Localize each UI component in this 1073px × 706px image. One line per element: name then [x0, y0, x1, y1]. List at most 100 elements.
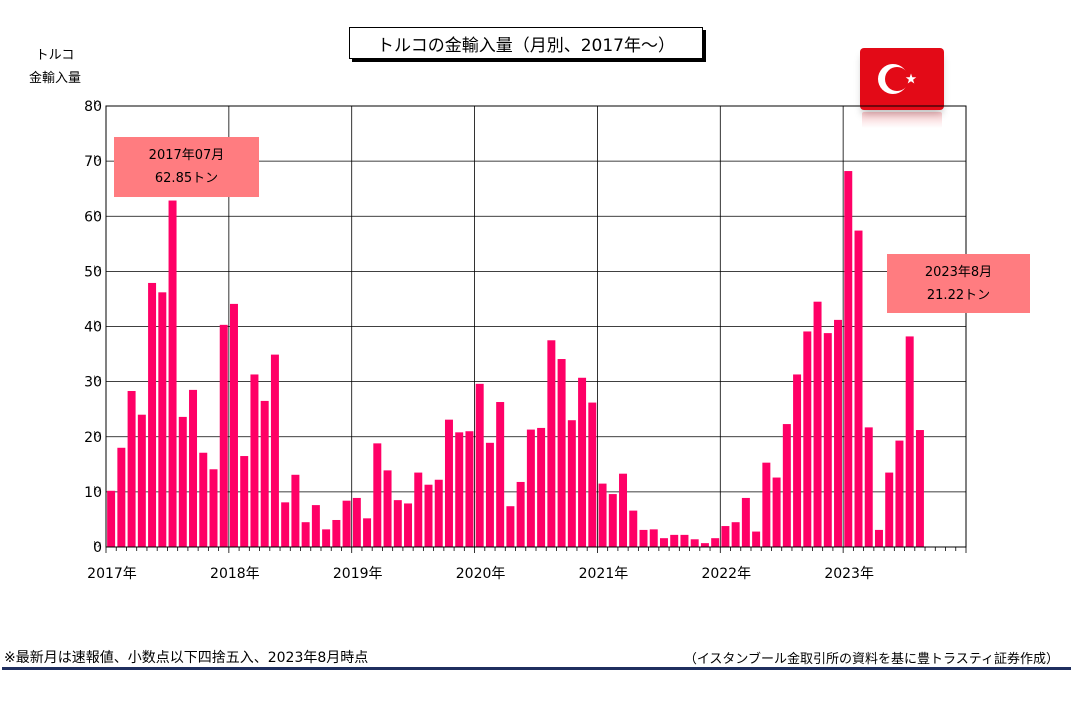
bar: [291, 474, 300, 547]
bar: [885, 472, 894, 547]
bar: [393, 500, 402, 547]
bar: [189, 389, 198, 547]
bar: [311, 505, 320, 547]
bar: [178, 416, 187, 547]
bar: [659, 538, 668, 547]
bar: [813, 301, 822, 547]
y-tick-label: 60: [84, 209, 102, 225]
bar: [516, 481, 525, 547]
y-tick-unit: ﾄﾝ: [93, 320, 101, 329]
bar: [793, 374, 802, 547]
bar: [270, 354, 279, 547]
bar: [752, 531, 761, 547]
bar: [168, 200, 177, 547]
bar: [148, 282, 157, 547]
bar: [578, 377, 587, 547]
y-tick-label: 40: [84, 320, 102, 336]
bar: [281, 502, 290, 547]
bar: [772, 477, 781, 547]
bar: [680, 534, 689, 547]
bar: [229, 303, 238, 547]
bar: [342, 500, 351, 547]
y-tick-unit: ﾄﾝ: [93, 264, 101, 273]
axes: 0ﾄﾝ10ﾄﾝ20ﾄﾝ30ﾄﾝ40ﾄﾝ50ﾄﾝ60ﾄﾝ70ﾄﾝ80ﾄﾝ2017年…: [84, 99, 967, 582]
bar: [322, 529, 331, 547]
bar: [209, 469, 218, 547]
footnote-source: （イスタンブール金取引所の資料を基に豊トラスティ証券作成）: [683, 652, 1059, 667]
bar: [158, 292, 167, 547]
y-tick-unit: ﾄﾝ: [93, 99, 101, 108]
bar: [905, 336, 914, 547]
callout-2017-07-value: 62.85トン: [154, 171, 219, 186]
bar: [834, 319, 843, 547]
callout-2017-07-date: 2017年07月: [148, 148, 225, 163]
bar: [639, 529, 648, 547]
bar: [670, 534, 679, 547]
y-tick-label: 0: [93, 540, 102, 556]
bar: [404, 503, 413, 547]
bar: [424, 484, 433, 547]
bar: [250, 374, 259, 547]
bar: [864, 427, 873, 547]
y-tick-unit: ﾄﾝ: [93, 375, 101, 384]
bar: [854, 230, 863, 547]
y-tick-unit: ﾄﾝ: [93, 154, 101, 163]
y-tick-label: 10: [84, 485, 102, 501]
bar: [475, 383, 484, 547]
bar: [915, 430, 924, 547]
y-tick-unit: ﾄﾝ: [93, 485, 101, 494]
bar: [741, 497, 750, 547]
bar: [537, 427, 546, 547]
bar: [506, 506, 515, 547]
bar: [690, 539, 699, 547]
bar: [465, 431, 474, 547]
bar: [844, 171, 853, 548]
bar: [373, 443, 382, 547]
bar: [567, 420, 576, 547]
x-tick-label: 2017年: [87, 566, 137, 582]
bar: [199, 452, 208, 547]
bar: [823, 333, 832, 547]
bar: [526, 429, 535, 547]
y-tick-label: 80: [84, 99, 102, 115]
callout-2023-08-value: 21.22トン: [926, 287, 991, 303]
callout-2023-08: 2023年8月 21.22トン: [887, 254, 1030, 313]
y-tick-label: 30: [84, 375, 102, 391]
bar: [547, 340, 556, 547]
bar: [731, 522, 740, 547]
y-tick-label: 50: [84, 264, 102, 280]
x-tick-label: 2020年: [456, 566, 506, 582]
y-axis-label: トルコ 金輸入量: [28, 48, 81, 86]
bar: [608, 494, 617, 547]
bar: [700, 543, 709, 547]
bar: [137, 414, 146, 547]
bar: [619, 473, 628, 547]
bars: [107, 171, 924, 548]
bar: [352, 497, 361, 547]
y-tick-unit: ﾄﾝ: [93, 540, 101, 549]
bar: [782, 424, 791, 547]
bar: [803, 331, 812, 547]
bar: [383, 470, 392, 547]
bottom-rule: [2, 667, 1071, 670]
bar: [107, 490, 116, 547]
bar: [117, 447, 126, 547]
x-tick-label: 2022年: [701, 566, 751, 582]
callout-2017-07: 2017年07月 62.85トン: [114, 137, 259, 197]
y-tick-unit: ﾄﾝ: [93, 209, 101, 218]
bar: [874, 529, 883, 547]
bar: [219, 324, 228, 547]
y-tick-unit: ﾄﾝ: [93, 430, 101, 439]
y-tick-label: 70: [84, 154, 102, 170]
bar: [711, 538, 720, 547]
callout-2023-08-date: 2023年8月: [924, 264, 993, 280]
bar: [629, 510, 638, 547]
flag-reflection: [862, 112, 942, 128]
bar: [301, 522, 310, 547]
x-tick-label: 2019年: [333, 566, 383, 582]
bar: [721, 526, 730, 547]
bar: [414, 472, 423, 547]
footnote-note: ※最新月は速報値、小数点以下四捨五入、2023年8月時点: [4, 650, 369, 666]
bar: [762, 462, 771, 547]
